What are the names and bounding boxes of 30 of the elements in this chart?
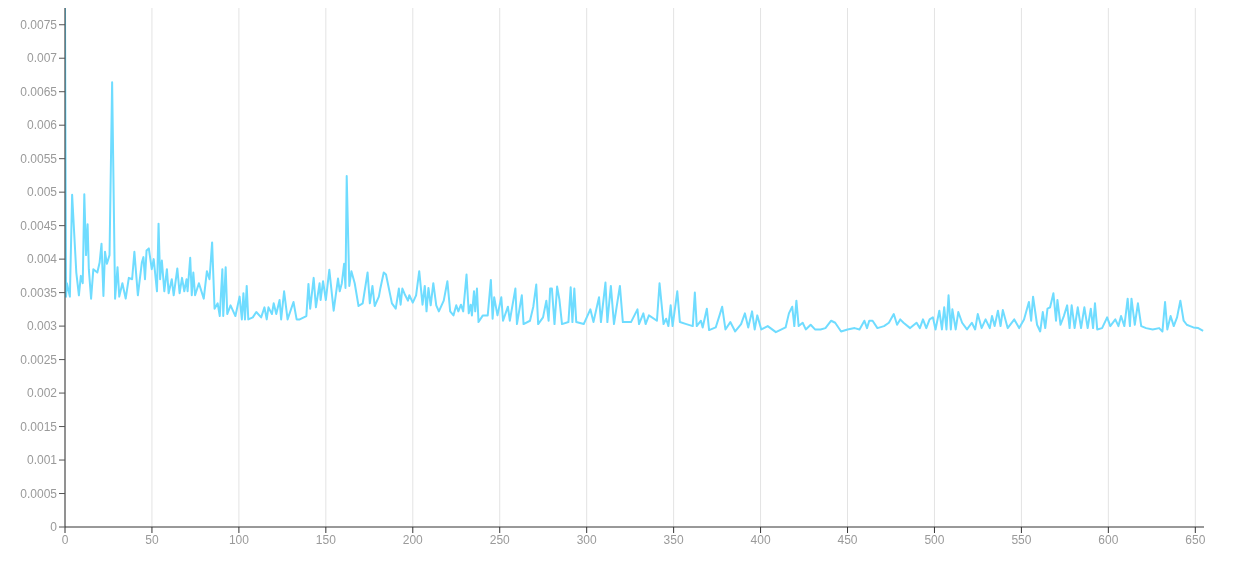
y-tick-label: 0.0075 <box>20 18 58 32</box>
y-tick-label: 0.003 <box>26 319 58 334</box>
y-tick-label: 0.007 <box>26 51 58 66</box>
x-tick-label: 100 <box>228 532 250 547</box>
x-tick-label: 400 <box>750 532 771 547</box>
x-tick-label: 550 <box>1011 532 1032 547</box>
x-tick-label: 500 <box>924 532 945 547</box>
x-tick-label: 200 <box>402 532 424 547</box>
y-tick-label: 0.006 <box>26 118 58 133</box>
x-tick-label: 450 <box>837 532 858 547</box>
y-tick-label: 0 <box>50 520 58 535</box>
y-tick-label: 0.0065 <box>20 84 58 99</box>
y-tick-label: 0.0045 <box>20 218 58 233</box>
y-tick-label: 0.0035 <box>20 285 58 300</box>
y-tick-label: 0.0025 <box>20 352 58 367</box>
x-tick-label: 250 <box>489 532 511 547</box>
y-tick-label: 0.0005 <box>20 486 58 501</box>
x-tick-label: 50 <box>145 532 159 547</box>
x-tick-label: 350 <box>663 532 684 547</box>
x-tick-label: 300 <box>576 532 598 547</box>
y-tick-label: 0.0015 <box>20 419 58 434</box>
x-tick-label: 150 <box>315 532 337 547</box>
y-tick-label: 0.004 <box>26 252 58 267</box>
x-tick-label: 600 <box>1098 532 1119 547</box>
y-tick-label: 0.005 <box>26 185 58 200</box>
x-tick-label: 0 <box>61 532 69 547</box>
y-tick-label: 0.002 <box>26 386 58 401</box>
y-tick-label: 0.001 <box>26 453 58 468</box>
y-tick-label: 0.0055 <box>20 151 58 166</box>
x-tick-label: 650 <box>1185 532 1206 547</box>
